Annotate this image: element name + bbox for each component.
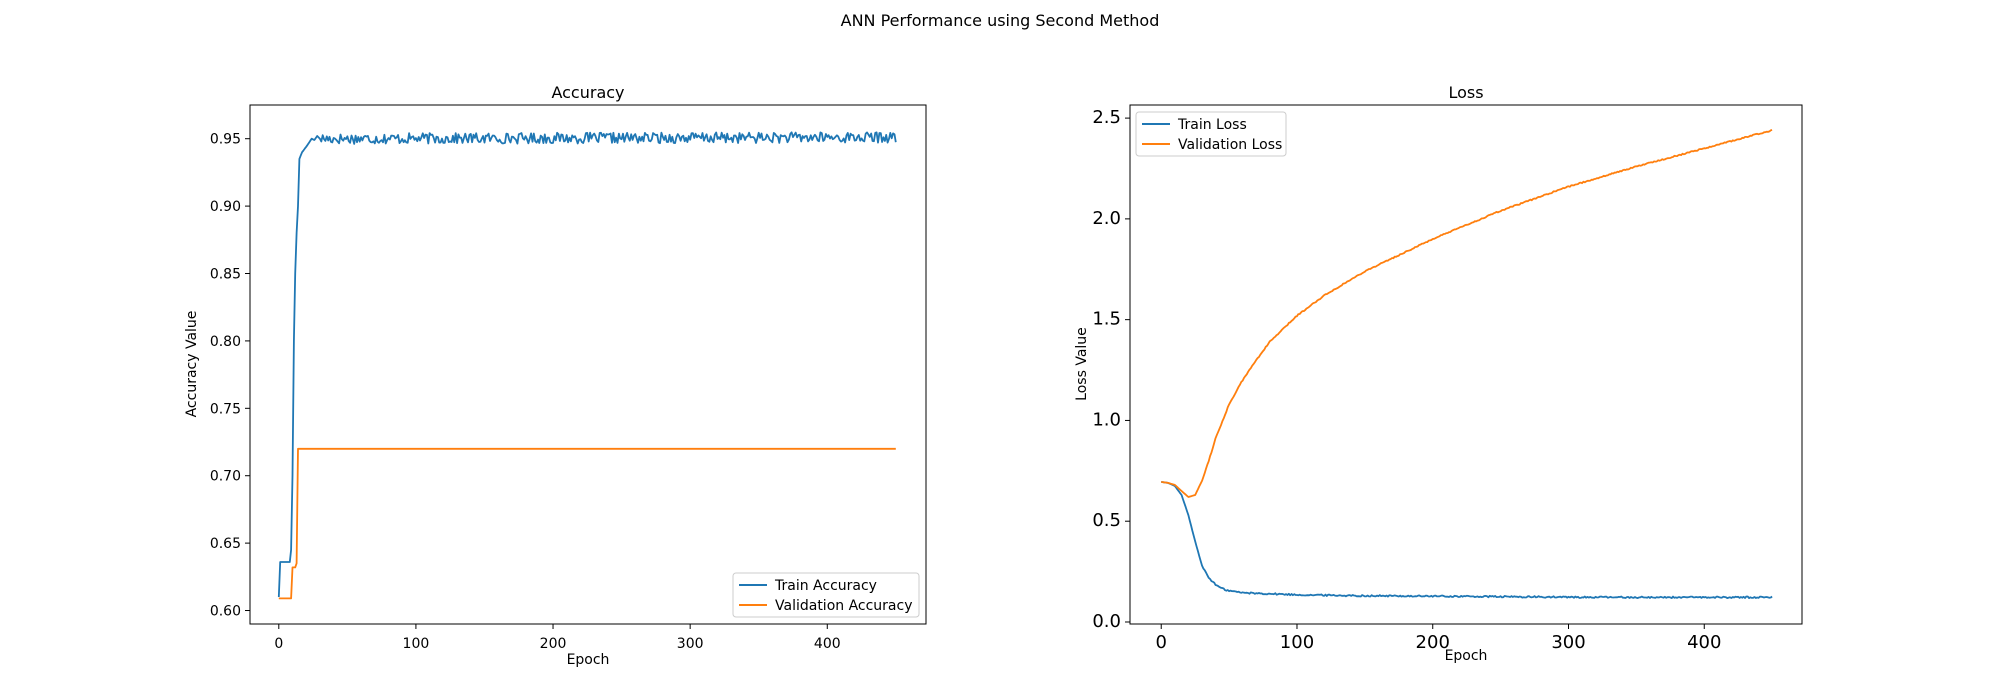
accuracy-lines [277, 131, 897, 600]
loss-legend: Train Loss Validation Loss [1135, 111, 1287, 157]
legend-label-validation-accuracy: Validation Accuracy [775, 598, 913, 614]
loss-panel: 0 100 200 300 400 0.0 0.5 1.0 1.5 2.0 2.5 Loss Epo… [1074, 83, 1803, 664]
accuracy-xlabel: Epoch [567, 652, 610, 668]
loss-ytick-label-0.5: 0.5 [1092, 510, 1121, 531]
accuracy-xtick-label-300: 300 [677, 636, 704, 652]
accuracy-ytick-label-0.6: 0.60 [210, 604, 241, 620]
accuracy-ytick-label-0.95: 0.95 [210, 132, 241, 148]
legend-label-validation-loss: Validation Loss [1178, 137, 1282, 153]
accuracy-ytick-label-0.9: 0.90 [210, 199, 241, 215]
accuracy-series-train-accuracy [277, 131, 897, 598]
loss-xtick-label-300: 300 [1551, 632, 1585, 653]
loss-xlabel: Epoch [1445, 648, 1488, 664]
loss-xtick-label-0: 0 [1155, 632, 1166, 653]
loss-ytick-label-2.5: 2.5 [1092, 107, 1121, 128]
accuracy-panel: 0 100 200 300 400 0.60 0.65 0.70 0.75 0.80 0.85 0.9… [184, 83, 927, 668]
loss-ticks: 0 100 200 300 400 0.0 0.5 1.0 1.5 2.0 2.5 [1092, 107, 1721, 653]
legend-label-train-accuracy: Train Accuracy [774, 578, 877, 594]
loss-title: Loss [1448, 83, 1483, 102]
loss-ytick-label-1.5: 1.5 [1092, 309, 1121, 330]
accuracy-xtick-label-100: 100 [403, 636, 430, 652]
loss-legend-box [1135, 111, 1287, 157]
loss-lines [1161, 129, 1773, 599]
loss-series-validation-loss [1161, 129, 1773, 498]
loss-ytick-label-2: 2.0 [1092, 208, 1121, 229]
accuracy-ytick-label-0.7: 0.70 [210, 469, 241, 485]
accuracy-axes-frame [249, 104, 927, 625]
accuracy-ticks: 0 100 200 300 400 0.60 0.65 0.70 0.75 0.80 0.85 0.9… [210, 132, 841, 652]
accuracy-legend: Train Accuracy Validation Accuracy [732, 572, 920, 618]
figure-suptitle: ANN Performance using Second Method [841, 11, 1160, 30]
loss-ytick-label-0: 0.0 [1092, 611, 1121, 632]
loss-xtick-label-100: 100 [1280, 632, 1314, 653]
loss-series-train-loss [1161, 481, 1773, 599]
legend-label-train-loss: Train Loss [1177, 117, 1247, 133]
accuracy-xtick-label-400: 400 [814, 636, 841, 652]
loss-ytick-label-1: 1.0 [1092, 409, 1121, 430]
loss-xtick-label-400: 400 [1687, 632, 1721, 653]
accuracy-series-validation-accuracy [278, 447, 896, 600]
accuracy-xtick-label-200: 200 [540, 636, 567, 652]
accuracy-ytick-label-0.85: 0.85 [210, 267, 241, 283]
accuracy-xtick-label-0: 0 [274, 636, 283, 652]
loss-xtick-label-200: 200 [1416, 632, 1450, 653]
accuracy-ytick-label-0.8: 0.80 [210, 334, 241, 350]
loss-axes-frame [1129, 104, 1803, 625]
accuracy-ytick-label-0.75: 0.75 [210, 401, 241, 417]
accuracy-title: Accuracy [551, 83, 624, 102]
accuracy-ylabel: Accuracy Value [184, 311, 200, 418]
loss-ylabel: Loss Value [1074, 327, 1090, 401]
accuracy-legend-box [732, 572, 920, 618]
accuracy-ytick-label-0.65: 0.65 [210, 536, 241, 552]
